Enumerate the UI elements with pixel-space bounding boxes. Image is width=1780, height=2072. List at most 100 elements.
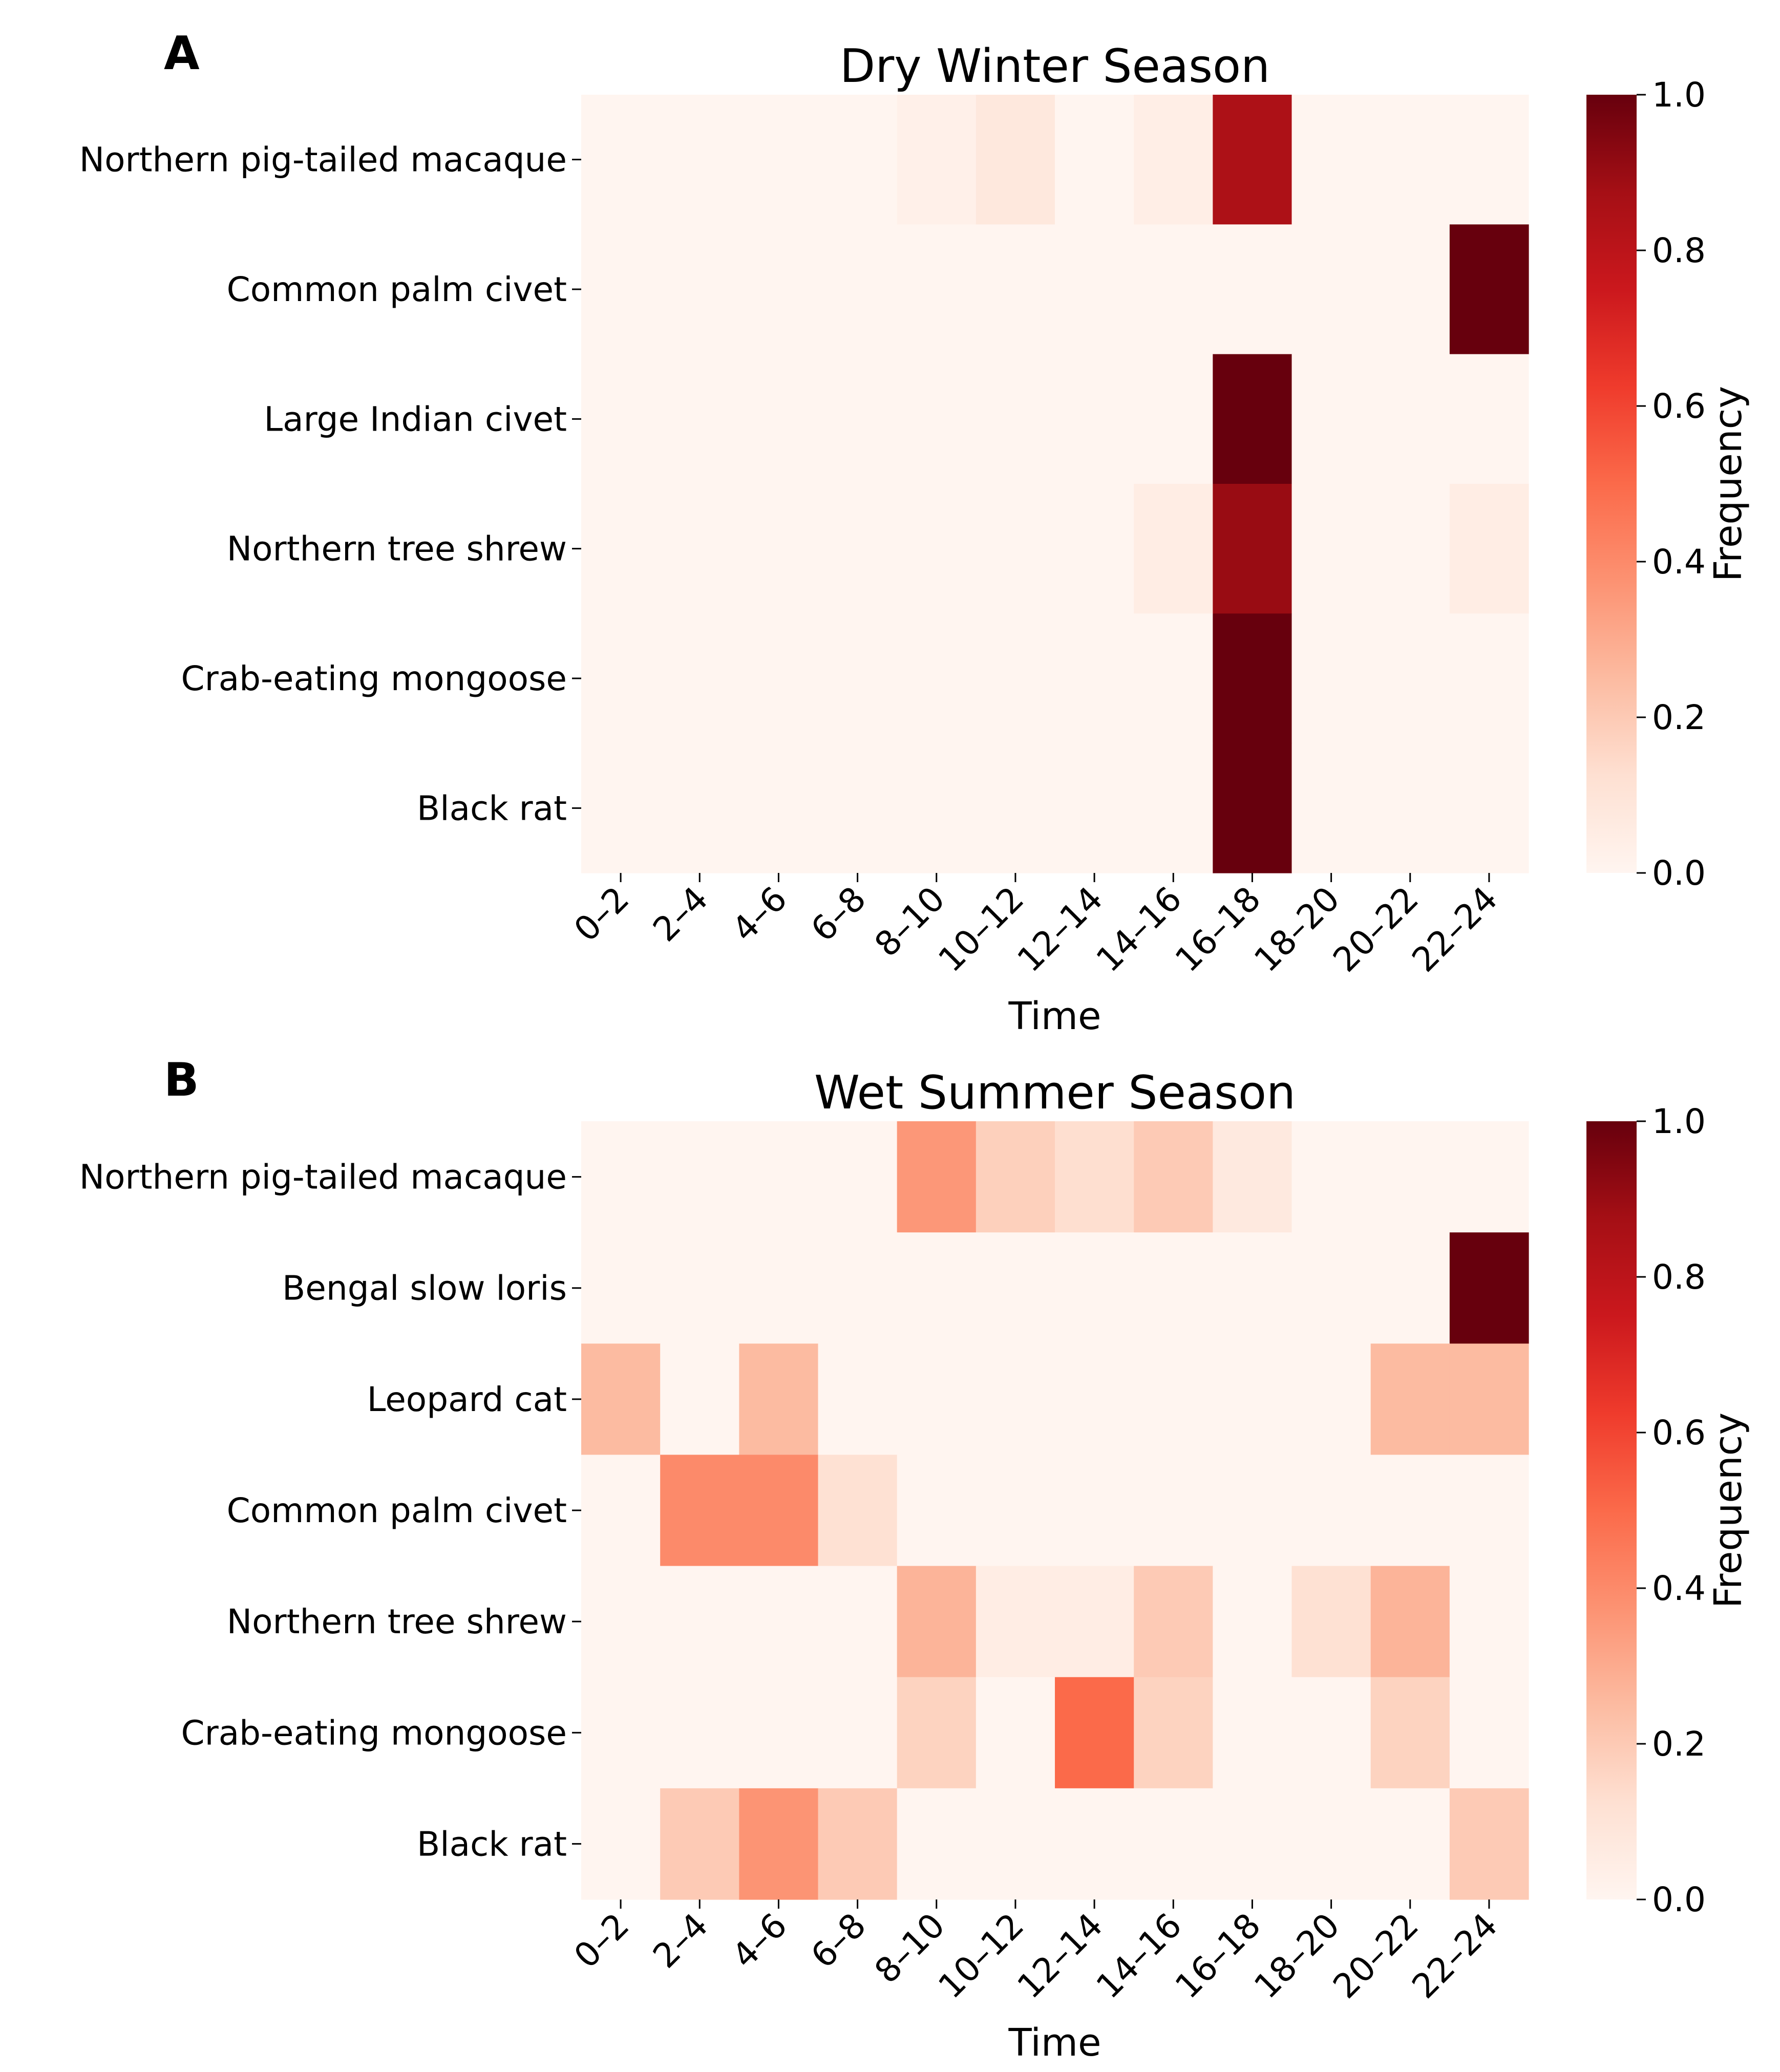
wet-summer-heatmap [581, 1121, 1529, 1900]
wet-summer-cell [897, 1455, 977, 1567]
wet-summer-cell [660, 1232, 739, 1344]
wet-summer-cell [1134, 1121, 1213, 1233]
dry-winter-colorbar-gradient [1586, 95, 1637, 873]
dry-winter-col-label: 20–22 [1326, 879, 1427, 980]
wet-summer-cell [739, 1677, 819, 1789]
dry-winter-cell [976, 484, 1055, 614]
dry-winter-cell [739, 743, 819, 873]
wet-summer-colorbar-gradient [1586, 1121, 1637, 1899]
wet-summer-cell [897, 1566, 977, 1678]
wet-summer-cell [739, 1566, 819, 1678]
wet-summer-cell [660, 1455, 739, 1567]
wet-summer-col-label: 12–14 [1010, 1906, 1111, 2006]
dry-winter-colorbar-tick-label: 1.0 [1652, 75, 1706, 115]
wet-summer-cell [818, 1788, 898, 1900]
dry-winter-col-label: 18–20 [1246, 879, 1347, 980]
dry-winter-cell [976, 224, 1055, 355]
wet-summer-cell [581, 1455, 661, 1567]
wet-summer-cell [739, 1232, 819, 1344]
dry-winter-cell [1291, 484, 1371, 614]
wet-summer-cell [1134, 1566, 1213, 1678]
dry-winter-cell [1449, 484, 1529, 614]
dry-winter-cell [1449, 224, 1529, 355]
dry-winter-col-label: 12–14 [1010, 879, 1111, 980]
dry-winter-cell [1055, 95, 1134, 225]
wet-summer-col-label: 2–4 [645, 1906, 715, 1976]
wet-summer-cell [1055, 1788, 1134, 1900]
wet-summer-cell [1291, 1455, 1371, 1567]
dry-winter-cell [1370, 354, 1450, 484]
wet-summer-cell [1134, 1232, 1213, 1344]
dry-winter-colorbar-tick-label: 0.4 [1652, 542, 1706, 582]
dry-winter-colorbar-tick-label: 0.0 [1652, 853, 1706, 893]
dry-winter-row-label: Northern tree shrew [227, 529, 567, 569]
wet-summer-colorbar: 0.0 0.2 0.4 0.6 0.8 1.0 Frequency [1586, 1102, 1750, 1919]
dry-winter-cell [660, 354, 739, 484]
wet-summer-col-label: 22–24 [1405, 1906, 1506, 2006]
dry-winter-cell [1134, 613, 1213, 744]
wet-summer-cell [1291, 1677, 1371, 1789]
wet-summer-cell [1370, 1566, 1450, 1678]
dry-winter-row-label: Northern pig-tailed macaque [79, 140, 567, 180]
dry-winter-row-label: Common palm civet [227, 270, 567, 309]
wet-summer-x-axis-label: Time [1008, 2021, 1101, 2065]
dry-winter-col-label: 2–4 [645, 879, 715, 949]
dry-winter-col-label: 0–2 [566, 879, 637, 949]
wet-summer-cell [1055, 1455, 1134, 1567]
wet-summer-cell [1449, 1232, 1529, 1344]
dry-winter-title: Dry Winter Season [840, 39, 1270, 93]
dry-winter-cell [1449, 95, 1529, 225]
dry-winter-cell [660, 95, 739, 225]
wet-summer-colorbar-tick-label: 0.8 [1652, 1257, 1706, 1297]
dry-winter-cell [897, 354, 977, 484]
wet-summer-cell [581, 1232, 661, 1344]
dry-winter-cell [976, 354, 1055, 484]
wet-summer-row-label: Northern tree shrew [227, 1602, 567, 1641]
dry-winter-column-labels: 0–2 2–4 4–6 6–88–1010–1212–1414–1616–1818–2… [566, 873, 1505, 979]
dry-winter-cell [1291, 613, 1371, 744]
dry-winter-cell [1213, 95, 1292, 225]
wet-summer-cell [818, 1343, 898, 1456]
wet-summer-row-label: Black rat [417, 1824, 567, 1864]
dry-winter-cell [1449, 613, 1529, 744]
wet-summer-colorbar-tick-label: 0.0 [1652, 1880, 1706, 1919]
dry-winter-cell [1134, 95, 1213, 225]
wet-summer-colorbar-tick-label: 0.2 [1652, 1724, 1706, 1764]
dry-winter-cell [1291, 95, 1371, 225]
wet-summer-cell [1291, 1566, 1371, 1678]
wet-summer-cell [1449, 1566, 1529, 1678]
wet-summer-cell [897, 1788, 977, 1900]
wet-summer-col-label: 20–22 [1326, 1906, 1427, 2006]
dry-winter-heatmap [581, 95, 1529, 873]
wet-summer-cell [581, 1343, 661, 1456]
dry-winter-cell [1291, 743, 1371, 873]
wet-summer-cell [739, 1455, 819, 1567]
dry-winter-cell [660, 613, 739, 744]
dry-winter-cell [581, 224, 661, 355]
wet-summer-cell [1213, 1566, 1292, 1678]
wet-summer-cell [1134, 1788, 1213, 1900]
dry-winter-cell [1055, 484, 1134, 614]
wet-summer-row-label: Crab-eating mongoose [181, 1713, 567, 1753]
dry-winter-cell [818, 224, 898, 355]
dry-winter-colorbar: 0.0 0.2 0.4 0.6 0.8 1.0 Frequency [1586, 75, 1750, 893]
wet-summer-cell [581, 1121, 661, 1233]
wet-summer-cell [976, 1343, 1055, 1456]
dry-winter-cell [581, 95, 661, 225]
dry-winter-cell [976, 743, 1055, 873]
wet-summer-cell [897, 1232, 977, 1344]
wet-summer-cell [818, 1232, 898, 1344]
wet-summer-cell [818, 1121, 898, 1233]
wet-summer-cell [1449, 1455, 1529, 1567]
dry-winter-cell [897, 743, 977, 873]
wet-summer-col-label: 10–12 [931, 1906, 1032, 2006]
wet-summer-col-label: 4–6 [725, 1906, 795, 1976]
wet-summer-cell [976, 1677, 1055, 1789]
wet-summer-cell [1291, 1788, 1371, 1900]
wet-summer-cell [1055, 1232, 1134, 1344]
dry-winter-cell [897, 484, 977, 614]
dry-winter-cell [1291, 224, 1371, 355]
wet-summer-cell [1055, 1121, 1134, 1233]
wet-summer-colorbar-tick-label: 0.6 [1652, 1413, 1706, 1452]
dry-winter-col-label: 22–24 [1405, 879, 1506, 980]
